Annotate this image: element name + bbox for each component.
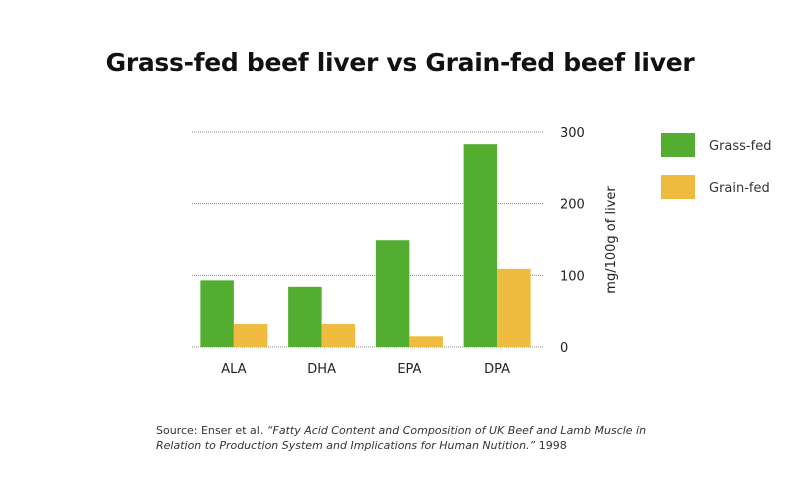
bar-grass-fed-dpa: [463, 144, 498, 347]
bar-grain-fed-dha: [321, 324, 356, 347]
legend-swatch-grain-fed: [661, 175, 695, 199]
source-citation: Source: Enser et al. “Fatty Acid Content…: [156, 423, 676, 453]
bar-grain-fed-ala: [233, 324, 268, 347]
chart-title: Grass-fed beef liver vs Grain-fed beef l…: [105, 48, 695, 77]
bar-grass-fed-dha: [288, 286, 322, 347]
x-tick-label: EPA: [397, 362, 421, 377]
x-tick-label: DPA: [484, 362, 510, 377]
source-title: “Fatty Acid Content and Composition of U…: [156, 424, 647, 452]
y-tick-label: 0: [560, 341, 568, 356]
y-tick-label: 300: [560, 126, 585, 141]
y-axis-label: mg/100g of liver: [604, 186, 619, 294]
source-prefix: Source: Enser et al.: [156, 424, 267, 437]
x-tick-label: ALA: [221, 362, 246, 377]
legend-label: Grass-fed: [709, 139, 771, 154]
bar-grass-fed-epa: [375, 240, 410, 347]
bar-grass-fed-ala: [200, 280, 234, 347]
source-year: 1998: [535, 439, 567, 452]
bar-grain-fed-epa: [409, 336, 443, 347]
y-tick-label: 200: [560, 198, 585, 213]
y-tick-label: 100: [560, 269, 585, 284]
legend-swatch-grass-fed: [661, 133, 695, 157]
legend-label: Grain-fed: [709, 181, 770, 196]
x-tick-label: DHA: [307, 362, 336, 377]
bar-grain-fed-dpa: [497, 268, 531, 347]
